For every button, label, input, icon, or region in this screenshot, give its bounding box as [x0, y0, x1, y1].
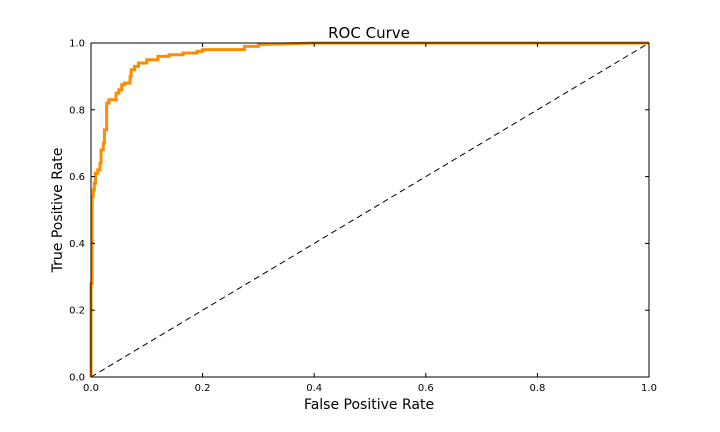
- y-tick-label: 0.2: [69, 306, 85, 317]
- plot-area: 0.0 0.2 0.4 0.6 0.8 1.0 0.0 0.2 0.4 0.6 0.8 1.0: [69, 39, 657, 395]
- x-axis-label: False Positive Rate: [304, 397, 434, 413]
- roc-curve-line: [89, 41, 649, 377]
- x-tick-label: 0.4: [306, 383, 322, 394]
- plot-frame: [90, 42, 650, 378]
- y-tick-label: 0.6: [69, 172, 85, 183]
- y-tick-label: 0.0: [69, 373, 85, 384]
- y-tick-label: 0.4: [69, 239, 85, 250]
- x-tick-label: 0.0: [83, 383, 99, 394]
- x-tick-label: 1.0: [641, 383, 657, 394]
- x-tick-label: 0.8: [529, 383, 545, 394]
- y-axis-label: True Positive Rate: [50, 148, 66, 274]
- y-tick-label: 1.0: [69, 39, 85, 50]
- random-baseline-line: [90, 42, 650, 378]
- x-tick-label: 0.2: [195, 383, 211, 394]
- y-tick-label: 0.8: [69, 105, 85, 116]
- chart-title: ROC Curve: [328, 24, 410, 42]
- x-tick-label: 0.6: [418, 383, 434, 394]
